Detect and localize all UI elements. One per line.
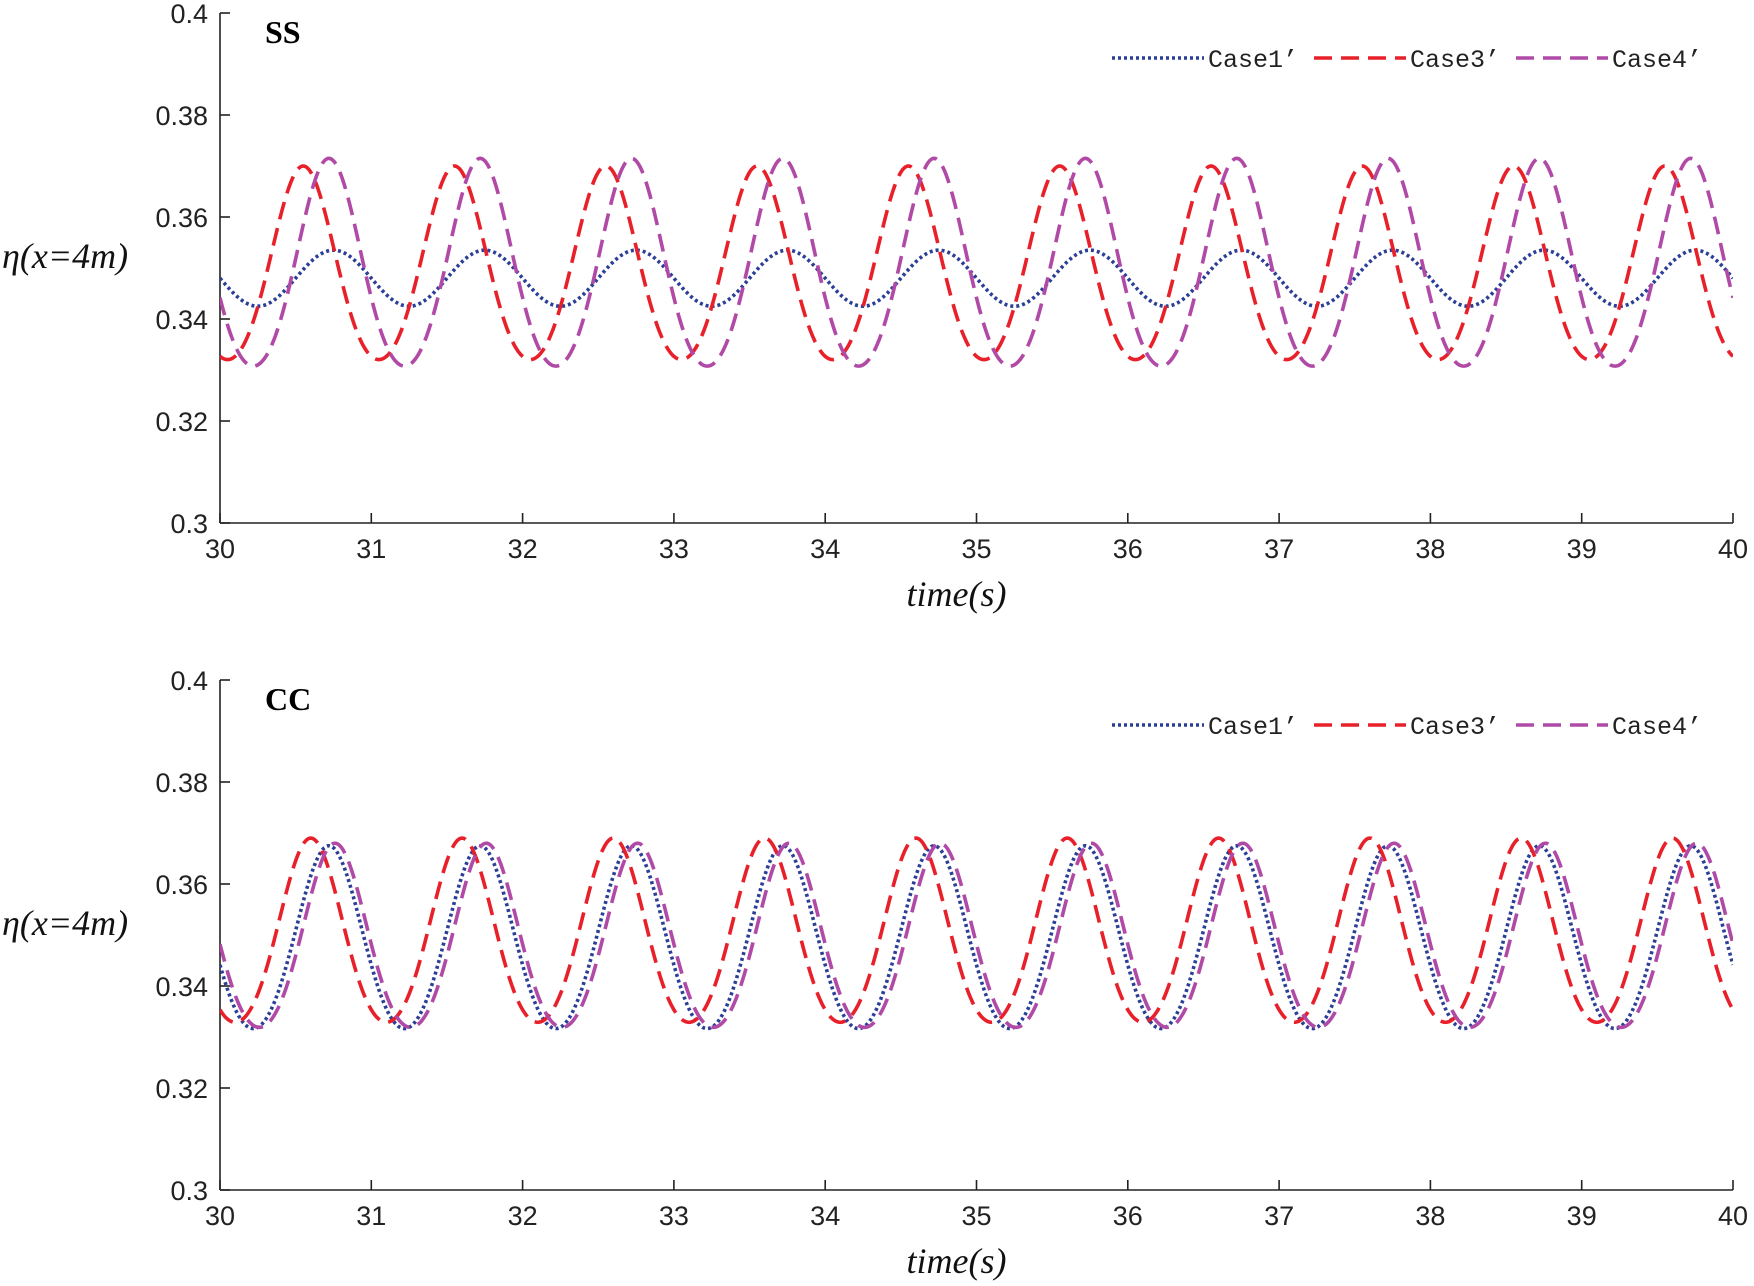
x-axis-title: time(s) — [907, 574, 1007, 614]
y-axis-title: η(x=4m) — [2, 903, 128, 943]
y-tick-label: 0.32 — [155, 407, 208, 437]
panel-label: SS — [265, 14, 301, 50]
legend-label: Case3’ — [1410, 713, 1500, 742]
x-tick-label: 32 — [508, 1201, 538, 1231]
y-tick-label: 0.4 — [170, 666, 208, 696]
legend-label: Case1’ — [1208, 46, 1298, 75]
panel-label: CC — [265, 681, 311, 717]
y-tick-label: 0.3 — [170, 1176, 208, 1206]
y-tick-label: 0.38 — [155, 768, 208, 798]
x-tick-label: 33 — [659, 1201, 689, 1231]
x-tick-label: 39 — [1567, 534, 1597, 564]
x-tick-label: 36 — [1113, 534, 1143, 564]
series-line-case4 — [220, 841, 1733, 1030]
y-axis-title: η(x=4m) — [2, 236, 128, 276]
chart-panel-ss: 30 31 32 33 34 35 36 37 38 39 40 0.3 0.32 0.34 0.36 0.3… — [2, 0, 1748, 614]
x-axis-title: time(s) — [907, 1241, 1007, 1281]
x-tick-label: 40 — [1718, 534, 1748, 564]
x-tick-label: 40 — [1718, 1201, 1748, 1231]
x-tick-label: 38 — [1415, 534, 1445, 564]
y-tick-label: 0.38 — [155, 101, 208, 131]
y-tick-label: 0.34 — [155, 305, 208, 335]
legend-label: Case1’ — [1208, 713, 1298, 742]
legend-label: Case3’ — [1410, 46, 1500, 75]
y-tick-label: 0.4 — [170, 0, 208, 29]
legend: Case1’ Case3’ Case4’ — [1112, 713, 1702, 742]
legend: Case1’ Case3’ Case4’ — [1112, 46, 1702, 75]
x-tick-label: 34 — [810, 534, 840, 564]
series-line-case4 — [220, 156, 1733, 368]
y-tick-label: 0.34 — [155, 972, 208, 1002]
series-line-case3 — [220, 164, 1733, 362]
y-tick-label: 0.36 — [155, 870, 208, 900]
x-tick-label: 30 — [205, 534, 235, 564]
x-tick-label: 33 — [659, 534, 689, 564]
x-tick-label: 32 — [508, 534, 538, 564]
y-tick-label: 0.3 — [170, 509, 208, 539]
legend-label: Case4’ — [1612, 46, 1702, 75]
x-tick-label: 31 — [356, 1201, 386, 1231]
x-tick-label: 39 — [1567, 1201, 1597, 1231]
x-tick-label: 36 — [1113, 1201, 1143, 1231]
x-tick-label: 37 — [1264, 534, 1294, 564]
x-tick-label: 34 — [810, 1201, 840, 1231]
x-tick-label: 35 — [961, 1201, 991, 1231]
series-line-case3 — [220, 836, 1733, 1025]
y-tick-label: 0.36 — [155, 203, 208, 233]
x-tick-label: 35 — [961, 534, 991, 564]
x-tick-label: 38 — [1415, 1201, 1445, 1231]
legend-label: Case4’ — [1612, 713, 1702, 742]
series-line-case1 — [220, 248, 1733, 309]
y-tick-label: 0.32 — [155, 1074, 208, 1104]
chart-panel-cc: 30 31 32 33 34 35 36 37 38 39 40 0.3 0.32 0.34 0.36 0.3… — [2, 666, 1748, 1281]
x-tick-label: 30 — [205, 1201, 235, 1231]
x-tick-label: 31 — [356, 534, 386, 564]
x-tick-label: 37 — [1264, 1201, 1294, 1231]
